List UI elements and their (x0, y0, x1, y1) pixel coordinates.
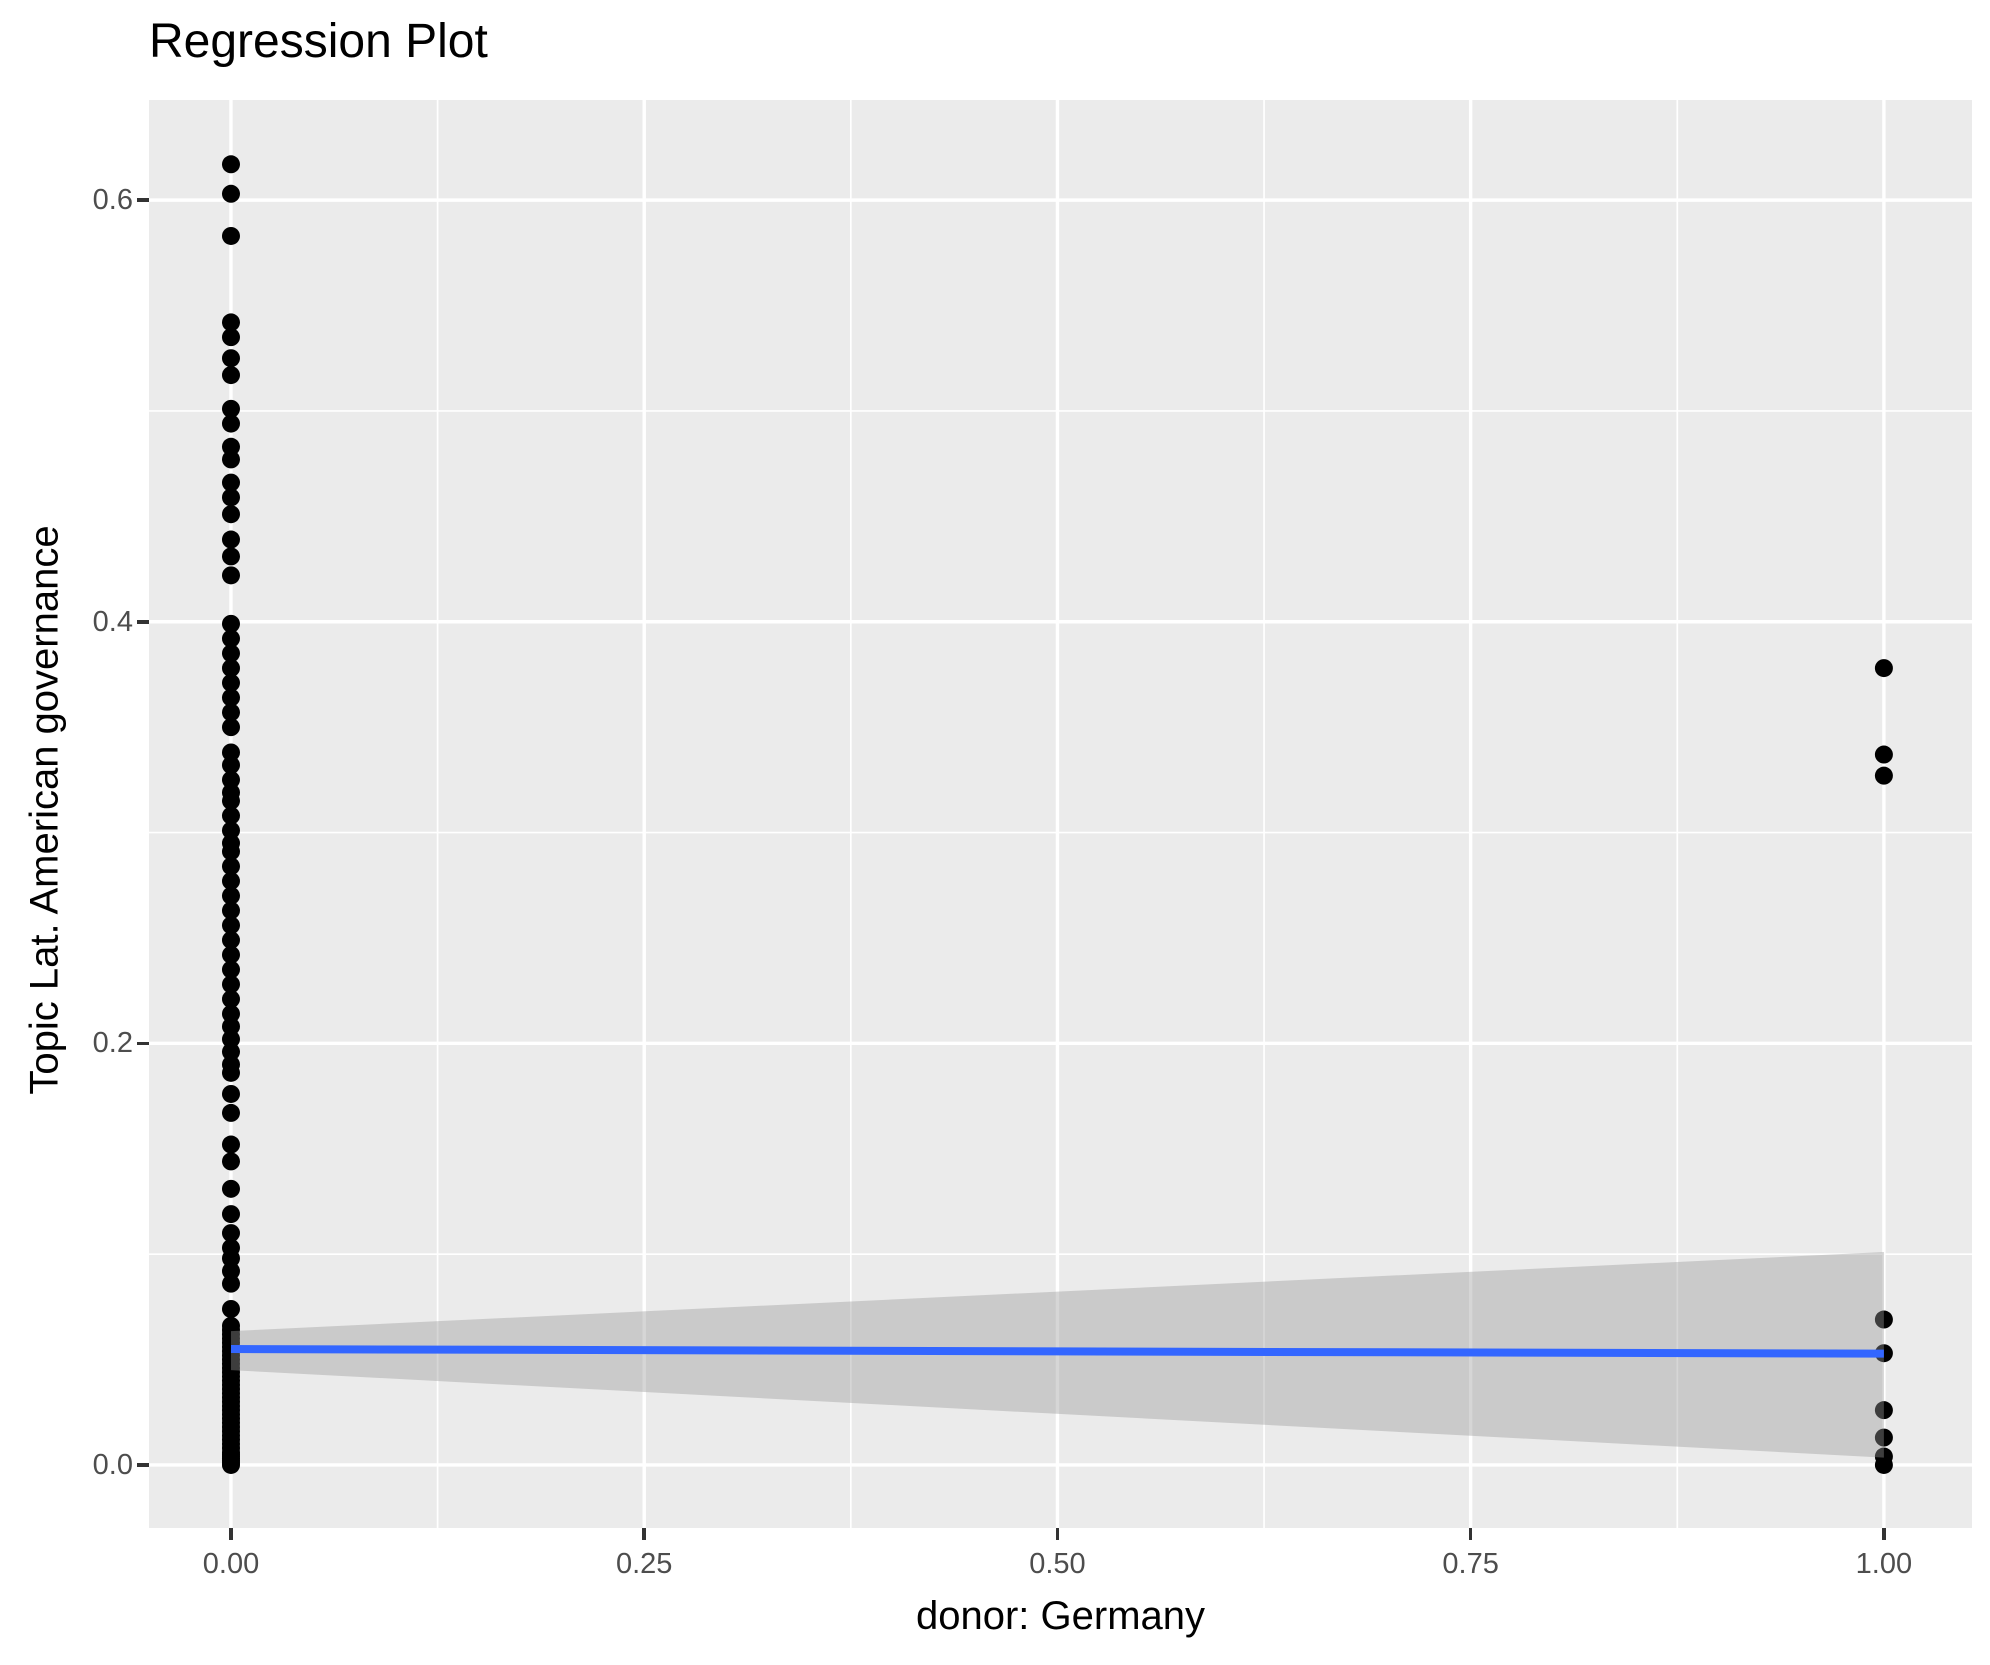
data-point (221, 791, 240, 810)
data-point (221, 1205, 240, 1224)
data-point (221, 505, 240, 524)
data-point (1874, 1428, 1893, 1447)
data-point (221, 960, 240, 979)
data-point (221, 450, 240, 469)
data-point (221, 703, 240, 722)
data-point (221, 1103, 240, 1122)
data-point (221, 1249, 240, 1268)
data-point (221, 155, 240, 174)
data-point (221, 1084, 240, 1103)
data-point (221, 1152, 240, 1171)
data-point (221, 1063, 240, 1082)
data-point (221, 566, 240, 585)
data-point (221, 366, 240, 385)
data-point (221, 349, 240, 368)
data-point (221, 547, 240, 566)
data-point (221, 901, 240, 920)
x-tick-mark (642, 1528, 646, 1540)
y-tick-mark (137, 619, 149, 624)
x-axis-title: donor: Germany (915, 1594, 1206, 1638)
data-point (221, 614, 240, 633)
data-point (221, 872, 240, 891)
data-point (221, 473, 240, 492)
data-point (221, 313, 240, 332)
data-point (221, 437, 240, 456)
y-tick-mark (137, 1463, 149, 1467)
x-tick-label: 0.25 (615, 1548, 673, 1580)
data-point (1874, 766, 1893, 785)
data-point (221, 975, 240, 994)
data-point (221, 1004, 240, 1023)
data-point (221, 1274, 240, 1293)
x-tick-label: 0.50 (1029, 1548, 1086, 1580)
data-point (221, 1299, 240, 1318)
data-point (221, 842, 240, 861)
data-point (221, 1042, 240, 1061)
data-point (1874, 1310, 1893, 1329)
data-point (221, 673, 240, 692)
data-point (1874, 1401, 1893, 1420)
plot-title: Regression Plot (149, 15, 488, 68)
data-point (221, 530, 240, 549)
x-tick-mark (229, 1528, 233, 1540)
data-point (221, 1017, 240, 1036)
x-tick-mark (1882, 1528, 1886, 1540)
x-tick-label: 1.00 (1855, 1548, 1913, 1580)
data-point (221, 488, 240, 507)
data-point (221, 644, 240, 663)
data-point (221, 821, 240, 840)
plot-panel (149, 100, 1972, 1528)
y-tick-label: 0.0 (92, 1448, 133, 1481)
data-point (221, 328, 240, 347)
y-tick-mark (137, 198, 149, 202)
data-point (221, 226, 240, 245)
data-point (221, 688, 240, 707)
data-point (1874, 1455, 1893, 1474)
data-point (221, 1224, 240, 1243)
data-point (221, 931, 240, 950)
data-point (221, 629, 240, 648)
data-point (221, 1179, 240, 1198)
data-point (1874, 659, 1893, 678)
data-point (221, 916, 240, 935)
chart-canvas (149, 100, 1972, 1528)
y-axis-title: Topic Lat. American governance (22, 525, 67, 1095)
data-point (221, 1135, 240, 1154)
data-point (221, 414, 240, 433)
data-point (221, 718, 240, 737)
x-tick-mark (1468, 1528, 1473, 1540)
y-tick-label: 0.4 (92, 605, 133, 638)
data-point (221, 857, 240, 876)
data-point (221, 886, 240, 905)
data-point (221, 1030, 240, 1049)
panel-background (149, 100, 1972, 1528)
data-point (221, 659, 240, 678)
data-point (221, 399, 240, 418)
data-point (1874, 745, 1893, 764)
y-tick-mark (137, 1041, 149, 1046)
regression-line (230, 1345, 1884, 1358)
data-point (221, 743, 240, 762)
data-point (221, 945, 240, 964)
data-point (221, 770, 240, 789)
y-tick-label: 0.6 (92, 184, 133, 217)
x-tick-label: 0.00 (202, 1548, 260, 1580)
data-point (221, 756, 240, 775)
y-tick-label: 0.2 (92, 1027, 133, 1060)
data-point (221, 1455, 240, 1474)
data-point (221, 184, 240, 203)
data-point (221, 1262, 240, 1281)
data-point (221, 806, 240, 825)
x-tick-mark (1055, 1528, 1060, 1540)
data-point (221, 990, 240, 1009)
x-tick-label: 0.75 (1442, 1548, 1499, 1580)
